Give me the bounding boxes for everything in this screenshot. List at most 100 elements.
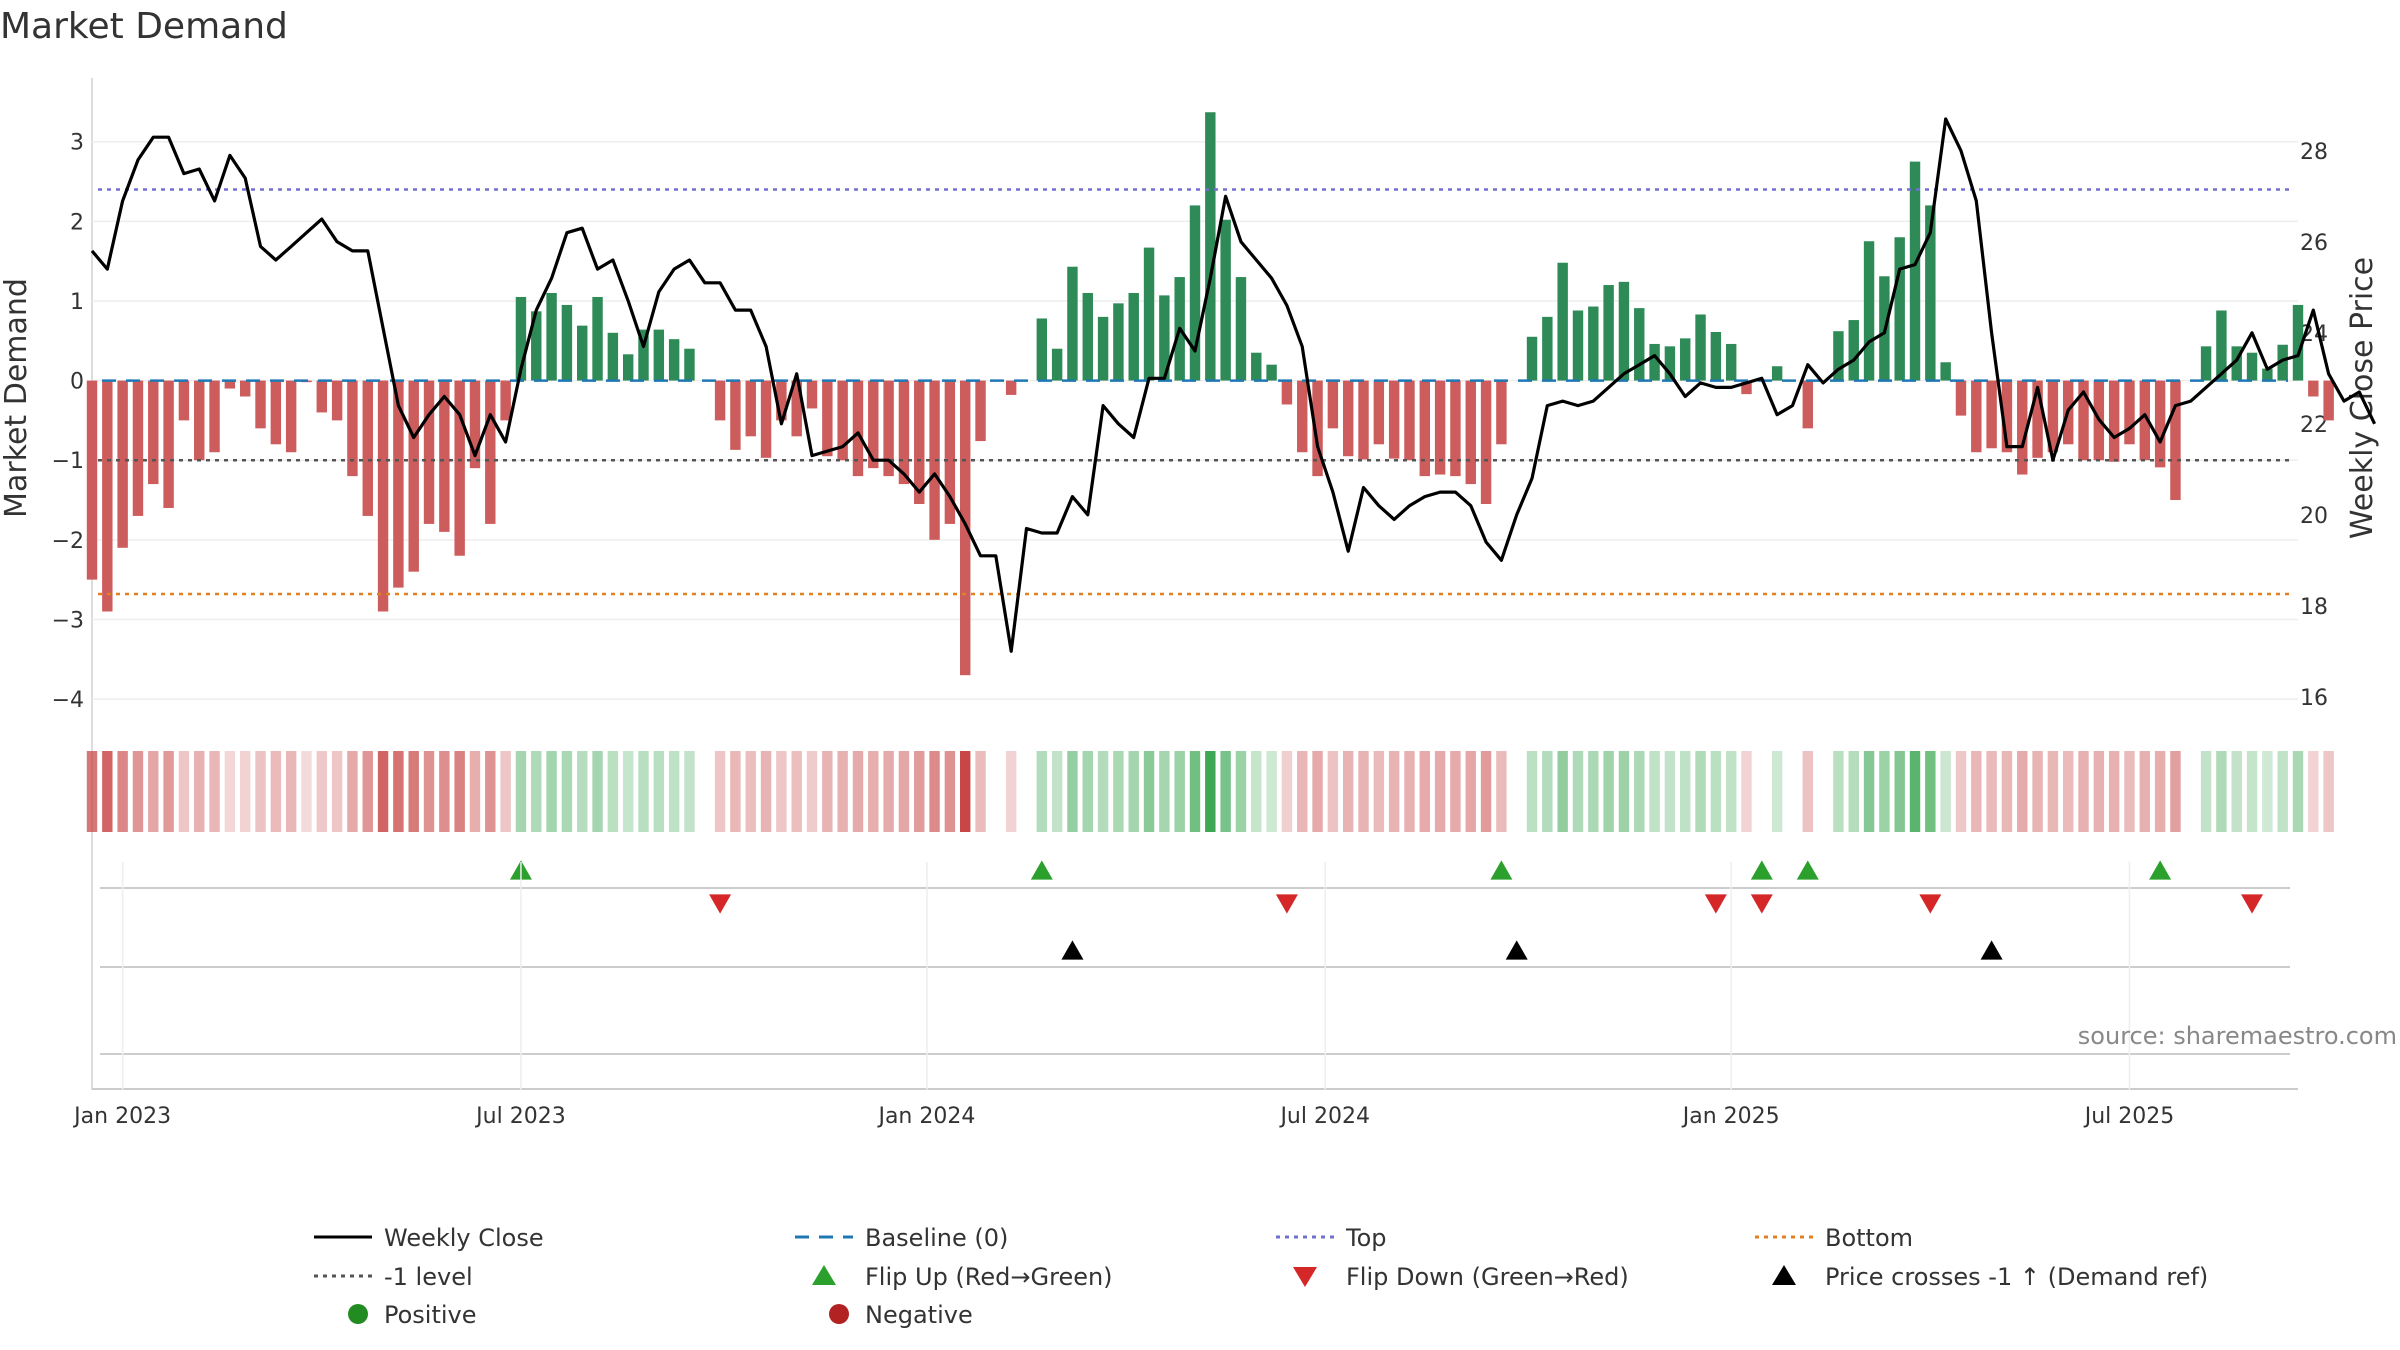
heat-cell-negative	[776, 751, 787, 832]
price-cross-marker	[1505, 940, 1528, 960]
heat-cell-negative	[408, 751, 419, 832]
legend-item: Price crosses -1 ↑ (Demand ref)	[1772, 1263, 2208, 1291]
negative-demand-bar	[2139, 380, 2151, 461]
negative-demand-bar	[132, 380, 144, 516]
heat-cell-positive	[1588, 751, 1599, 832]
heat-cell-negative	[209, 751, 220, 832]
positive-demand-bar	[546, 292, 557, 381]
y2-tick-label: 20	[2300, 504, 2328, 529]
heat-cell-positive	[1036, 751, 1048, 832]
positive-demand-bar	[1848, 320, 1859, 381]
heat-cell-positive	[1725, 751, 1737, 832]
heat-cell-negative	[316, 751, 328, 832]
y-tick-label: −3	[52, 608, 84, 633]
heat-cell-negative	[117, 751, 128, 832]
positive-demand-bar	[2246, 352, 2258, 381]
heat-cell-positive	[1771, 751, 1783, 832]
legend-label: Weekly Close	[384, 1224, 544, 1252]
heat-cell-negative	[929, 751, 940, 832]
signal-marker-panels	[100, 860, 2290, 1055]
heat-cell-negative	[1496, 751, 1507, 832]
legend-swatch-dot	[348, 1304, 368, 1324]
negative-demand-bar	[2108, 380, 2120, 462]
legend-item: Bottom	[1755, 1224, 1913, 1252]
positive-demand-bar	[2277, 344, 2288, 381]
positive-demand-bar	[1159, 295, 1170, 381]
heat-cell-positive	[1649, 751, 1660, 832]
heat-cell-negative	[2001, 751, 2013, 832]
negative-demand-bar	[1465, 380, 1476, 485]
heat-cell-positive	[1205, 751, 1216, 832]
heat-cell-negative	[822, 751, 833, 832]
heat-cell-negative	[393, 751, 404, 832]
heat-cell-negative	[1358, 751, 1369, 832]
legend-label: Negative	[865, 1301, 973, 1329]
positive-demand-bar	[592, 296, 603, 381]
heat-cell-negative	[2124, 751, 2135, 832]
negative-demand-bar	[2308, 380, 2319, 397]
flip-up-marker	[1490, 860, 1513, 880]
legend: Weekly Close Baseline (0) Top Bottom -1 leve…	[314, 1224, 2208, 1329]
heat-cell-negative	[1312, 751, 1323, 832]
positive-demand-bar	[1588, 306, 1599, 381]
y-tick-label: 3	[70, 131, 84, 156]
heat-cell-negative	[469, 751, 481, 832]
legend-item: Flip Up (Red→Green)	[812, 1263, 1113, 1291]
heat-cell-negative	[2093, 751, 2105, 832]
legend-item: Weekly Close	[314, 1224, 544, 1252]
source-label: source: sharemaestro.com	[2078, 1022, 2397, 1050]
heat-cell-negative	[806, 751, 818, 832]
positive-demand-bar	[1051, 348, 1063, 381]
negative-demand-bar	[270, 380, 282, 445]
positive-demand-bar	[1128, 292, 1139, 381]
heat-cell-positive	[1159, 751, 1170, 832]
positive-demand-bar	[1618, 281, 1630, 381]
positive-demand-bar	[1113, 303, 1124, 381]
heat-cell-positive	[1680, 751, 1691, 832]
positive-demand-bar	[1634, 308, 1645, 381]
positive-demand-bar	[2292, 304, 2304, 381]
negative-demand-bar	[883, 380, 894, 477]
legend-item: Top	[1276, 1224, 1387, 1252]
heat-cell-negative	[2032, 751, 2043, 832]
heat-cell-positive	[1266, 751, 1277, 832]
negative-demand-bar	[1741, 380, 1752, 395]
heat-cell-negative	[1480, 751, 1492, 832]
negative-demand-bar	[224, 380, 236, 389]
heat-cell-positive	[2292, 751, 2304, 832]
heat-cell-negative	[1342, 751, 1354, 832]
y2-tick-label: 26	[2300, 231, 2328, 256]
positive-demand-bar	[1940, 362, 1951, 381]
negative-demand-bar	[485, 380, 496, 524]
heat-cell-negative	[2017, 751, 2028, 832]
negative-demand-bar	[117, 380, 128, 548]
legend-swatch-dot	[829, 1304, 849, 1324]
positive-demand-bar	[1680, 338, 1691, 381]
negative-demand-bar	[822, 380, 833, 457]
heat-cell-negative	[377, 751, 389, 832]
heat-cell-positive	[1618, 751, 1630, 832]
heat-cell-positive	[1113, 751, 1124, 832]
heat-cell-negative	[2139, 751, 2151, 832]
y2-tick-label: 28	[2300, 140, 2328, 165]
positive-demand-bar	[1205, 112, 1216, 381]
flip-down-marker	[1704, 894, 1727, 914]
positive-demand-bar	[1542, 316, 1553, 381]
positive-demand-bar	[622, 354, 634, 381]
heat-cell-negative	[1986, 751, 1997, 832]
heat-cell-positive	[607, 751, 619, 832]
heat-cell-positive	[1220, 751, 1231, 832]
positive-demand-bar	[607, 332, 619, 381]
heat-cell-negative	[1419, 751, 1431, 832]
positive-demand-bar	[1251, 352, 1262, 381]
heat-cell-negative	[1802, 751, 1813, 832]
heat-cell-negative	[301, 751, 312, 832]
heat-cell-positive	[1909, 751, 1921, 832]
y2-tick-label: 18	[2300, 595, 2328, 620]
negative-demand-bar	[439, 380, 450, 532]
legend-item: Positive	[348, 1301, 477, 1329]
heat-cell-negative	[1388, 751, 1400, 832]
heat-cell-positive	[1863, 751, 1875, 832]
heat-cell-negative	[868, 751, 879, 832]
heat-cell-negative	[1404, 751, 1415, 832]
